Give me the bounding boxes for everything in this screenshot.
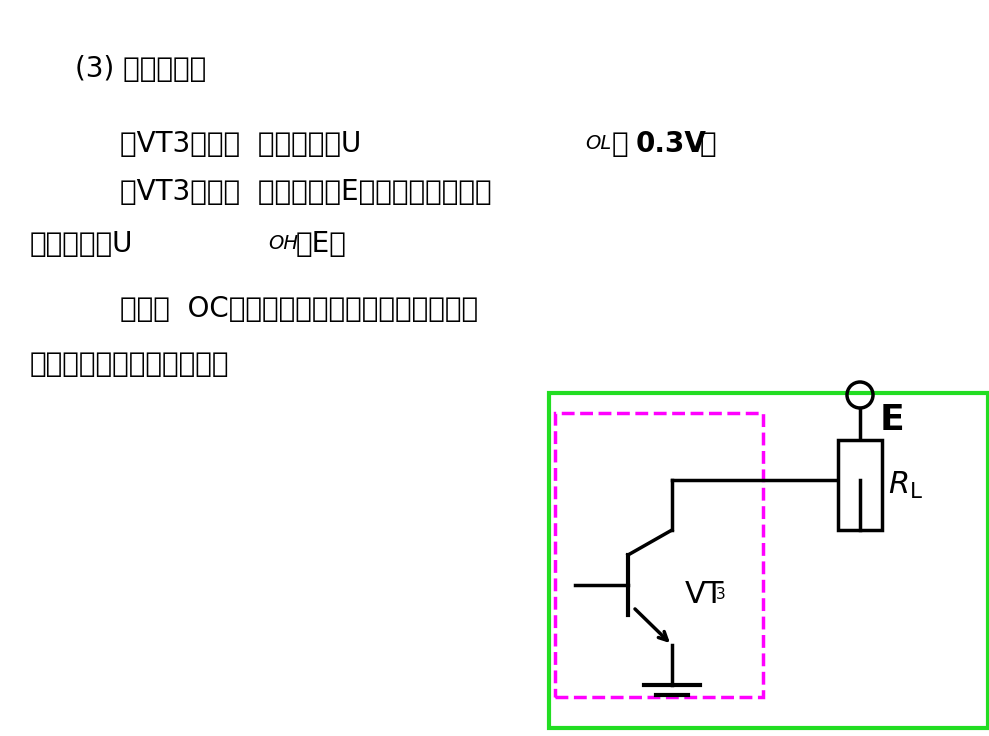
Text: $_3$: $_3$	[715, 582, 726, 602]
Text: ＝E。: ＝E。	[296, 230, 347, 258]
Bar	[555, 413, 763, 697]
Text: $\mathit{R}_\mathregular{L}$: $\mathit{R}_\mathregular{L}$	[888, 470, 923, 500]
Text: VT: VT	[685, 580, 724, 609]
Text: 才能提供高电平输出信号。: 才能提供高电平输出信号。	[30, 350, 229, 378]
Text: 当VT3饱和，  输出低电平U: 当VT3饱和， 输出低电平U	[120, 130, 361, 158]
Text: ＝: ＝	[612, 130, 629, 158]
Bar	[549, 393, 988, 728]
Text: 因此，  OC门电路必须外接电源和负载电阵，: 因此， OC门电路必须外接电源和负载电阵，	[120, 295, 478, 323]
Text: (3) 工作原理：: (3) 工作原理：	[75, 55, 207, 83]
Text: ；: ；	[700, 130, 717, 158]
Text: 0.3V: 0.3V	[636, 130, 707, 158]
Text: 提供高电平U: 提供高电平U	[30, 230, 134, 258]
Text: E: E	[880, 403, 905, 437]
Text: OL: OL	[585, 134, 611, 153]
Text: 当VT3截止，  由外接电源E通过外接上拉电阵: 当VT3截止， 由外接电源E通过外接上拉电阵	[120, 178, 492, 206]
Text: OH: OH	[268, 234, 298, 253]
Bar	[838, 440, 882, 530]
